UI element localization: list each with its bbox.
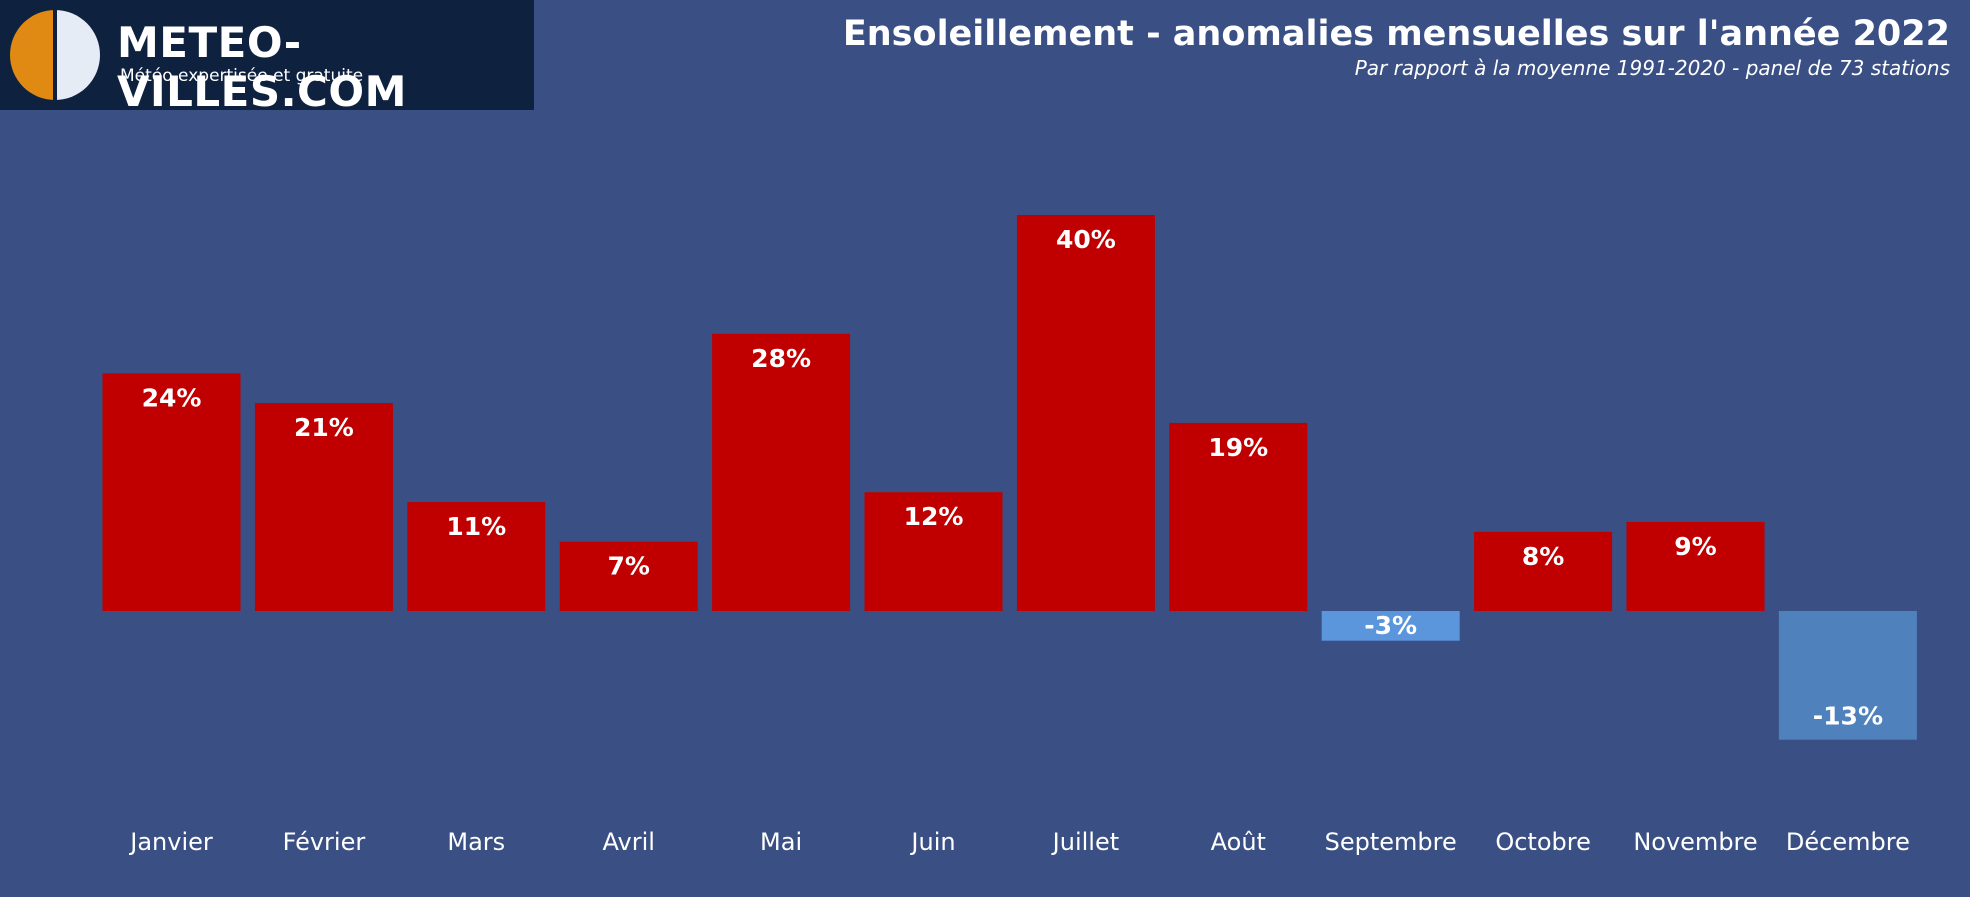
bar-août <box>1169 422 1308 611</box>
bar-octobre <box>1474 531 1613 611</box>
x-tick-label: Février <box>283 828 366 856</box>
data-label: 24% <box>142 383 202 412</box>
bar-mai <box>712 333 851 611</box>
bar-février <box>254 403 393 611</box>
brand-name: METEO-VILLES.COM <box>117 18 407 116</box>
bar-juillet <box>1016 215 1155 611</box>
brand-tagline: Météo expertisée et gratuite <box>120 66 364 86</box>
x-tick-label: Août <box>1211 828 1266 856</box>
data-label: -13% <box>1813 702 1883 731</box>
x-tick-label: Juin <box>909 828 955 856</box>
bar-novembre <box>1626 521 1765 611</box>
logo-sun-half <box>10 10 55 100</box>
data-label: 21% <box>294 413 354 442</box>
data-label: 28% <box>751 344 811 373</box>
chart-subtitle: Par rapport à la moyenne 1991-2020 - pan… <box>1354 56 1950 80</box>
bar-septembre <box>1321 611 1460 641</box>
x-tick-label: Octobre <box>1495 828 1591 856</box>
x-tick-label: Avril <box>602 828 654 856</box>
data-label: -3% <box>1364 611 1417 640</box>
sun-moon-logo-icon <box>10 10 100 100</box>
data-label: 19% <box>1208 433 1268 462</box>
data-label: 7% <box>607 552 649 581</box>
x-tick-label: Septembre <box>1325 828 1457 856</box>
x-tick-label: Juillet <box>1051 828 1119 856</box>
data-label: 9% <box>1674 532 1716 561</box>
data-label: 11% <box>446 512 506 541</box>
x-tick-label: Janvier <box>128 828 213 856</box>
x-tick-label: Mars <box>447 828 505 856</box>
data-label: 12% <box>904 502 964 531</box>
logo-moon-half <box>55 10 100 100</box>
bar-avril <box>559 541 698 611</box>
chart-title: Ensoleillement - anomalies mensuelles su… <box>842 14 1950 54</box>
bar-mars <box>407 502 546 611</box>
x-tick-label: Décembre <box>1786 828 1910 856</box>
x-tick-label: Mai <box>760 828 802 856</box>
brand-logo[interactable]: METEO-VILLES.COM Météo expertisée et gra… <box>0 0 534 116</box>
data-label: 40% <box>1056 225 1116 254</box>
data-label: 8% <box>1522 542 1564 571</box>
bar-juin <box>864 492 1003 611</box>
bar-décembre <box>1778 611 1917 740</box>
bar-janvier <box>102 373 241 611</box>
x-tick-label: Novembre <box>1633 828 1757 856</box>
